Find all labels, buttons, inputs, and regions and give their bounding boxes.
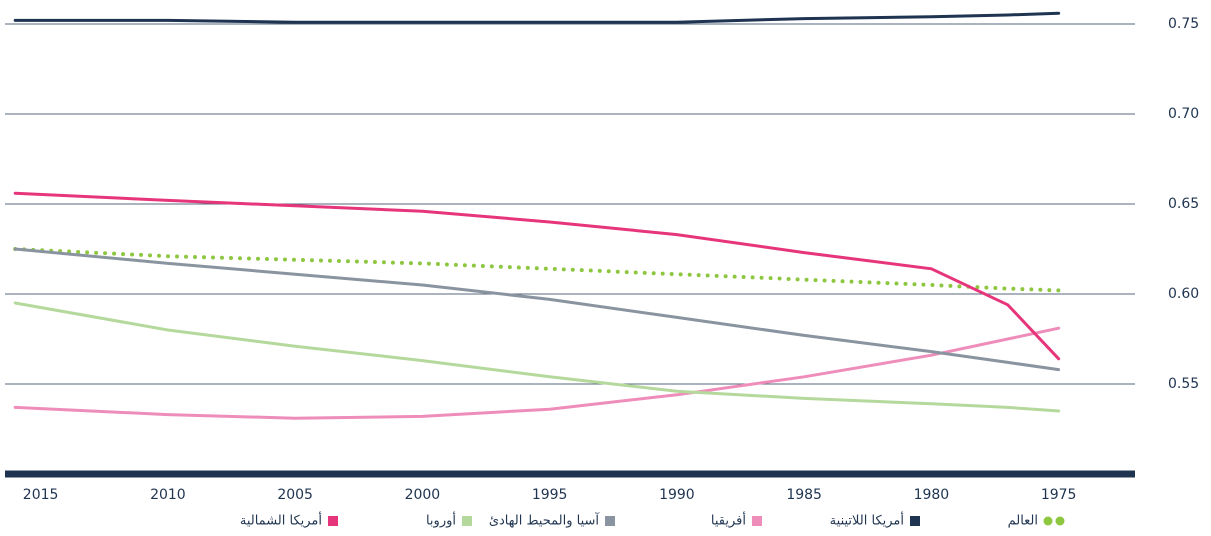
x-tick-label: 2015 bbox=[23, 487, 59, 503]
legend-marker bbox=[1055, 516, 1065, 526]
legend-marker bbox=[328, 516, 338, 526]
series-line bbox=[13, 11, 1061, 24]
x-tick-label: 2000 bbox=[405, 487, 441, 503]
x-tick-label: 1995 bbox=[532, 487, 568, 503]
series-line bbox=[13, 247, 1061, 293]
series-line bbox=[13, 247, 1061, 372]
legend-label: العالم bbox=[1008, 514, 1038, 529]
legend-marker bbox=[752, 516, 762, 526]
y-tick-label: 0.55 bbox=[1168, 376, 1199, 392]
series-line bbox=[13, 301, 1061, 413]
y-tick-label: 0.60 bbox=[1168, 286, 1199, 302]
legend-marker bbox=[1043, 516, 1053, 526]
x-tick-label: 1980 bbox=[914, 487, 950, 503]
legend-marker bbox=[910, 516, 920, 526]
legend-label: أوروبا bbox=[426, 512, 456, 529]
legend-label: أفريقيا bbox=[711, 512, 746, 529]
legend-label: أمريكا الشمالية bbox=[240, 512, 322, 529]
x-tick-label: 2005 bbox=[277, 487, 313, 503]
x-tick-label: 2010 bbox=[150, 487, 186, 503]
legend-marker bbox=[462, 516, 472, 526]
y-tick-label: 0.65 bbox=[1168, 196, 1199, 212]
legend-label: أمريكا اللاتينية bbox=[830, 512, 904, 529]
series-line bbox=[13, 326, 1061, 420]
y-tick-label: 0.70 bbox=[1168, 106, 1199, 122]
x-tick-label: 1985 bbox=[786, 487, 822, 503]
legend-marker bbox=[605, 516, 615, 526]
series-line bbox=[13, 191, 1061, 361]
x-tick-label: 1975 bbox=[1041, 487, 1077, 503]
x-tick-label: 1990 bbox=[659, 487, 695, 503]
y-tick-label: 0.75 bbox=[1168, 16, 1199, 32]
legend-label: آسيا والمحيط الهادئ bbox=[489, 512, 601, 529]
